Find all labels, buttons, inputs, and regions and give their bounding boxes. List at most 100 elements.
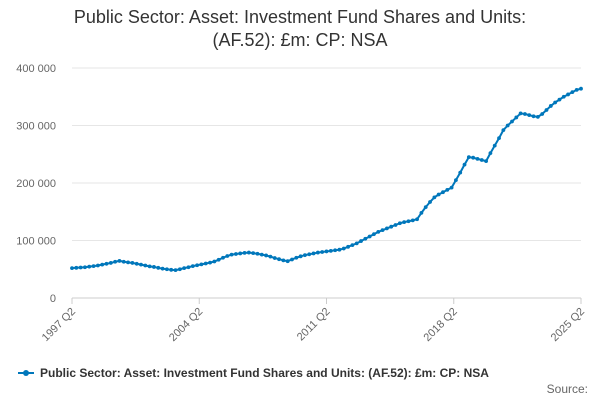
data-point[interactable] (363, 236, 368, 241)
data-point[interactable] (389, 224, 394, 229)
data-point[interactable] (579, 86, 583, 91)
data-point[interactable] (264, 253, 269, 258)
data-point[interactable] (415, 217, 419, 222)
data-point[interactable] (372, 232, 376, 237)
data-point[interactable] (367, 234, 372, 239)
data-point[interactable] (255, 251, 260, 256)
data-point[interactable] (95, 263, 100, 268)
data-point[interactable] (117, 259, 122, 263)
data-point[interactable] (221, 255, 225, 260)
data-point[interactable] (376, 229, 381, 234)
data-point[interactable] (259, 252, 264, 257)
data-point[interactable] (100, 262, 105, 267)
data-point[interactable] (462, 162, 467, 167)
data-point[interactable] (428, 200, 432, 204)
data-point[interactable] (492, 143, 497, 148)
data-point[interactable] (406, 219, 411, 224)
data-point[interactable] (203, 261, 208, 266)
data-point[interactable] (570, 90, 575, 95)
data-point[interactable] (177, 267, 182, 272)
data-point[interactable] (70, 266, 74, 270)
data-point[interactable] (164, 267, 169, 272)
data-point[interactable] (108, 261, 113, 265)
data-point[interactable] (337, 247, 342, 252)
data-point[interactable] (143, 263, 148, 268)
data-point[interactable] (384, 226, 389, 231)
data-point[interactable] (380, 228, 385, 233)
data-point[interactable] (354, 241, 359, 246)
data-point[interactable] (441, 190, 445, 195)
data-point[interactable] (479, 158, 484, 162)
data-point[interactable] (523, 112, 527, 116)
data-point[interactable] (324, 249, 329, 254)
data-point[interactable] (160, 266, 165, 271)
data-point[interactable] (74, 265, 79, 270)
data-point[interactable] (113, 259, 118, 264)
data-point[interactable] (242, 250, 247, 255)
data-point[interactable] (449, 185, 454, 190)
data-point[interactable] (501, 128, 506, 133)
data-point[interactable] (298, 254, 303, 259)
data-point[interactable] (169, 267, 174, 272)
data-point[interactable] (212, 259, 217, 264)
data-point[interactable] (328, 248, 333, 253)
data-point[interactable] (341, 246, 346, 251)
data-point[interactable] (208, 260, 212, 265)
data-point[interactable] (290, 257, 294, 262)
data-point[interactable] (393, 223, 398, 227)
data-point[interactable] (78, 265, 83, 270)
data-point[interactable] (130, 261, 135, 265)
data-point[interactable] (454, 178, 458, 183)
data-point[interactable] (531, 114, 536, 119)
data-point[interactable] (182, 266, 187, 270)
data-point[interactable] (311, 251, 316, 256)
data-point[interactable] (147, 264, 152, 269)
data-point[interactable] (333, 248, 338, 253)
data-point[interactable] (134, 261, 139, 266)
data-point[interactable] (359, 239, 363, 243)
data-point[interactable] (445, 188, 450, 192)
data-point[interactable] (156, 265, 161, 270)
data-point[interactable] (268, 254, 273, 259)
data-point[interactable] (436, 192, 441, 197)
data-point[interactable] (514, 115, 519, 120)
data-point[interactable] (83, 265, 87, 270)
data-point[interactable] (527, 113, 532, 118)
data-point[interactable] (553, 100, 558, 105)
data-point[interactable] (484, 159, 489, 164)
data-point[interactable] (234, 252, 238, 256)
data-point[interactable] (574, 87, 579, 92)
data-point[interactable] (225, 254, 230, 258)
data-point[interactable] (87, 264, 92, 269)
data-point[interactable] (315, 250, 320, 255)
data-point[interactable] (432, 195, 437, 200)
data-point[interactable] (466, 155, 471, 160)
data-point[interactable] (346, 244, 350, 249)
data-point[interactable] (419, 211, 424, 215)
data-point[interactable] (139, 262, 143, 267)
data-point[interactable] (557, 97, 562, 102)
data-point[interactable] (277, 257, 281, 262)
data-point[interactable] (238, 251, 243, 256)
data-point[interactable] (471, 155, 476, 160)
data-point[interactable] (307, 252, 312, 257)
data-point[interactable] (216, 257, 221, 262)
data-point[interactable] (229, 252, 234, 257)
data-point[interactable] (423, 205, 428, 210)
data-point[interactable] (488, 151, 493, 156)
data-point[interactable] (91, 264, 96, 268)
data-point[interactable] (540, 112, 545, 116)
data-point[interactable] (475, 156, 480, 161)
data-point[interactable] (518, 111, 523, 116)
data-point[interactable] (186, 265, 191, 270)
data-point[interactable] (458, 170, 463, 175)
data-point[interactable] (402, 220, 407, 225)
data-point[interactable] (535, 114, 540, 119)
data-point[interactable] (505, 123, 510, 128)
data-point[interactable] (281, 258, 286, 263)
data-point[interactable] (173, 268, 178, 273)
data-point[interactable] (152, 265, 156, 269)
data-point[interactable] (497, 136, 501, 141)
data-point[interactable] (104, 261, 109, 266)
data-point[interactable] (246, 250, 251, 255)
